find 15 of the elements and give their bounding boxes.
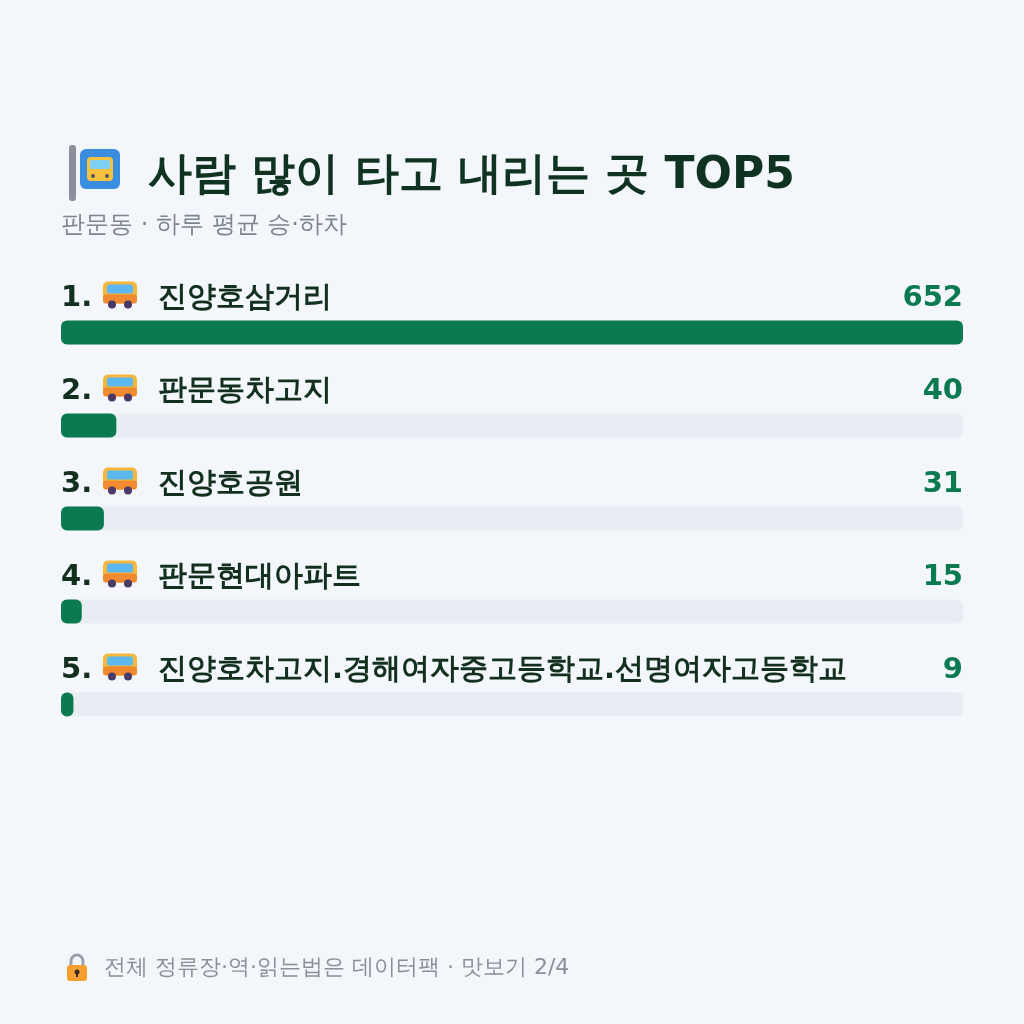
category-label: 1. 진양호삼거리: [61, 278, 333, 313]
category-label: 5. 진양호차고지.경해여자중고등학교.선명여자고등학교: [61, 650, 848, 685]
data-label: 9: [942, 650, 963, 685]
data-label: 40: [922, 371, 963, 406]
data-label: 652: [902, 278, 963, 313]
data-label: 15: [922, 557, 963, 592]
bar: [61, 506, 104, 531]
category-label: 4. 판문현대아파트: [61, 557, 362, 592]
category-label: 3. 진양호공원: [61, 464, 304, 499]
bar: [61, 413, 117, 438]
chart-subtitle: 판문동 · 하루 평균 승·하차: [61, 209, 347, 240]
data-label: 31: [922, 464, 963, 499]
chart-title: 사람 많이 타고 내리는 곳 TOP5: [148, 146, 795, 200]
category-label: 2. 판문동차고지: [61, 371, 333, 406]
text: 전체 정류장·역·읽는법은 데이터팩 · 맛보기 2/4: [104, 953, 570, 981]
